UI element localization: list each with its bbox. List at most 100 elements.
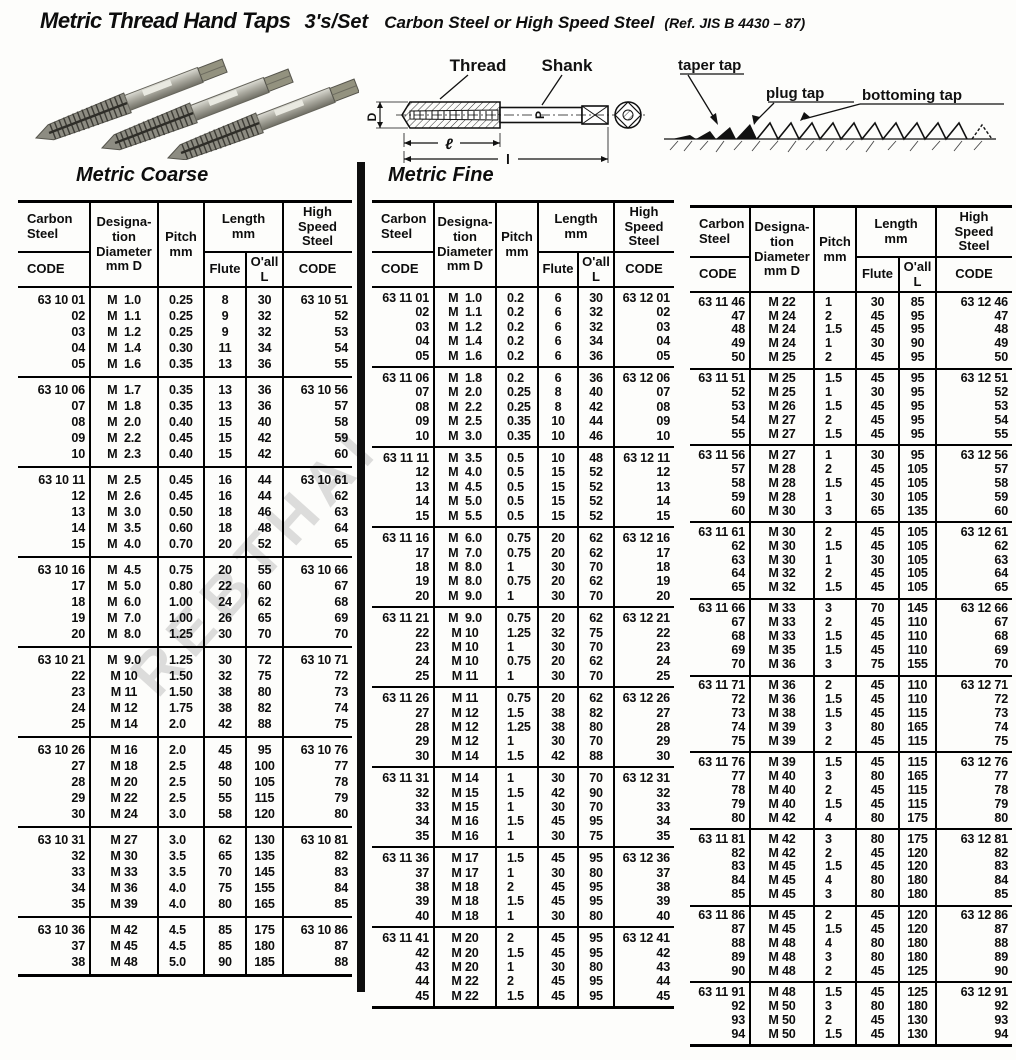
hss-cell: 88 [334,955,348,969]
table-row: 42 M 20 1.5 45 95 42 [372,946,674,960]
code-cell: 37 [71,939,85,953]
hss-cell: 72 [334,669,348,683]
pitch-cell: 1.5 [825,539,842,553]
oall-cell: 80 [589,865,603,880]
hss-cell: 85 [994,888,1008,902]
hss-cell: 38 [656,880,670,895]
oall-header: O'all L [250,253,279,284]
oall-cell: 105 [907,553,928,567]
table-row: 63 11 06 M 1.8 0.2 6 36 63 12 06 [372,371,674,385]
table-row: 32 M 15 1.5 42 90 32 [372,786,674,800]
table-row: 27 M 12 1.5 38 82 27 [372,706,674,720]
pitch-cell: 2 [507,974,514,989]
pitch-cell: 1.5 [825,707,842,720]
hss-cell: 09 [656,414,670,429]
code-cell: 74 [731,720,745,734]
flute-cell: 6 [554,319,562,334]
oall-cell: 155 [254,881,275,895]
table-group: 63 11 46 M 22 1 30 85 63 12 46 47 M 24 2 45 95 47 48… [690,293,1012,368]
pitch-cell: 3 [825,504,832,518]
pitch-cell: 1.5 [825,581,842,595]
code-cell: 02 [71,309,85,323]
code-cell: 57 [731,462,745,476]
pitch-cell: 2 [825,909,832,923]
oall-cell: 40 [257,415,272,429]
flute-cell: 13 [218,357,232,371]
hss-cell: 78 [334,775,348,789]
table-row: 79 M 40 1.5 45 115 79 [690,798,1012,812]
pitch-cell: 1 [507,960,514,975]
dim-d-label: D [365,112,379,121]
flute-cell: 20 [551,654,565,669]
table-row: 63 11 81 M 42 3 80 175 63 12 81 [690,833,1012,847]
table-row: 14 M 5.0 0.5 15 52 14 [372,494,674,508]
code-cell: 58 [731,476,745,490]
flute-cell: 6 [554,291,562,305]
desig-cell: M 2.0 [107,415,141,429]
oall-cell: 75 [589,828,603,843]
column-rule [495,200,497,1010]
table-row: 72 M 36 1.5 45 110 72 [690,693,1012,707]
table-row: 63 11 76 M 39 1.5 45 115 63 12 76 [690,756,1012,770]
oall-cell: 110 [907,693,928,707]
flute-cell: 10 [551,414,565,429]
code-cell: 62 [731,539,745,553]
hss-cell: 82 [334,849,348,863]
oall-cell: 95 [589,880,603,895]
table-row: 83 M 45 1.5 45 120 83 [690,860,1012,874]
hss-cell: 63 12 71 [960,679,1009,693]
hss-cell: 34 [656,814,670,829]
oall-cell: 85 [910,295,925,309]
table-row: 18 M 6.0 1.00 24 62 68 [18,594,352,610]
desig-cell: M 1.8 [107,399,141,413]
desig-cell: M 14 [451,748,479,763]
hss-cell: 10 [656,428,670,443]
column-rule [935,205,937,1048]
desig-cell: M 5.0 [448,494,482,509]
hss-cell: 63 12 51 [960,372,1009,386]
code-cell: 17 [415,545,429,560]
pitch-cell: 4 [825,811,832,825]
oall-cell: 95 [589,931,603,946]
pitch-cell: 1 [825,337,832,351]
code-cell: 29 [415,734,429,749]
code-cell: 19 [71,611,85,625]
oall-cell: 44 [589,414,603,429]
pitch-cell: 1.50 [169,685,193,699]
pitch-cell: 3 [825,602,832,616]
pitch-cell: 3 [825,658,832,672]
table-row: 12 M 2.6 0.45 16 44 62 [18,488,352,504]
flute-cell: 26 [218,611,232,625]
flute-cell: 22 [218,579,232,593]
hss-cell: 07 [656,385,670,400]
oall-cell: 180 [907,888,928,902]
flute-cell: 10 [551,451,565,466]
desig-cell: M 12 [451,705,479,720]
desig-cell: M 24 [768,309,796,323]
pitch-cell: 1.5 [507,988,524,1003]
code-cell: 83 [731,860,745,874]
oall-cell: 80 [589,960,603,975]
desig-cell: M 14 [451,771,479,786]
code-cell: 32 [71,849,85,863]
thread-label: Thread [450,56,507,75]
oall-cell: 52 [589,479,603,494]
desig-cell: M 48 [768,937,796,951]
code-cell: 28 [415,719,429,734]
flute-cell: 24 [218,595,232,609]
code-cell: 13 [415,479,429,494]
dim-p-label: P [533,111,547,119]
desig-cell: M 48 [110,955,138,969]
desig-cell: M 36 [768,679,796,693]
code-cell: 79 [731,797,745,811]
table-row: 25 M 14 2.0 42 88 75 [18,716,352,732]
desig-cell: M 28 [768,476,796,490]
flute-cell: 85 [218,939,232,953]
oall-cell: 165 [254,897,275,911]
table-row: 63 11 86 M 45 2 45 120 63 12 86 [690,909,1012,923]
code-cell: 67 [731,616,745,630]
hss-cell: 63 10 76 [300,743,349,757]
table-row: 15 M 4.0 0.70 20 52 65 [18,536,352,552]
hss-cell: 82 [994,846,1008,860]
pitch-cell: 1.25 [169,627,193,641]
